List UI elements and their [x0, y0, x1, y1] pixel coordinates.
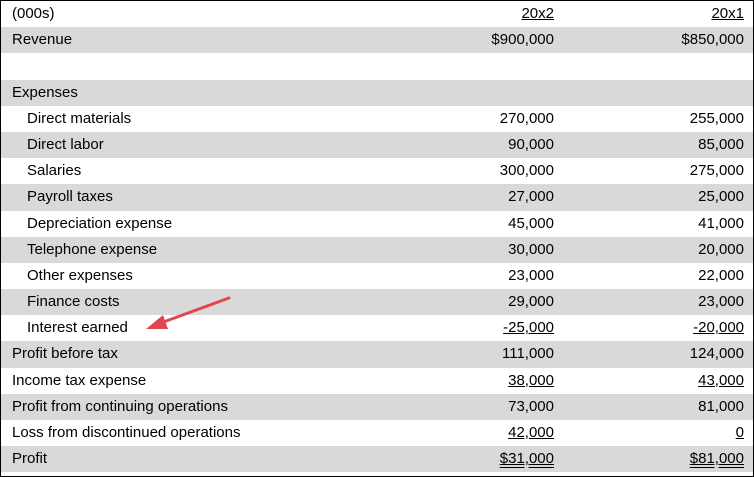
value-20x1: 41,000 — [698, 214, 744, 232]
value-20x2: 90,000 — [508, 135, 554, 153]
table-row: Finance costs 29,000 23,000 — [1, 289, 753, 316]
value-20x2: 30,000 — [508, 240, 554, 258]
table-row: Salaries 300,000 275,000 — [1, 158, 753, 184]
value-20x1: 25,000 — [698, 188, 744, 206]
value-20x1: 20,000 — [698, 240, 744, 258]
column-header-20x1: 20x1 — [711, 5, 744, 22]
value-20x2: 38,000 — [508, 371, 554, 389]
row-label: Expenses — [12, 83, 78, 101]
row-label: Profit from continuing operations — [12, 397, 228, 415]
column-header-20x2: 20x2 — [521, 5, 554, 22]
table-row: Loss from discontinued operations 42,000… — [1, 420, 753, 446]
value-20x2: -25,000 — [503, 319, 554, 337]
value-20x2: $31,000 — [499, 450, 554, 468]
row-label: Salaries — [27, 162, 82, 180]
value-20x2: 45,000 — [508, 214, 554, 232]
row-label: Profit — [12, 450, 48, 468]
value-20x1: 0 — [735, 424, 744, 441]
units-label: (000s) — [12, 5, 55, 22]
value-20x1: 255,000 — [689, 109, 744, 127]
row-label: Profit before tax — [12, 345, 118, 363]
table-row: Profit from continuing operations 73,000… — [1, 393, 753, 420]
table-row: Income tax expense 38,000 43,000 — [1, 368, 753, 394]
value-20x1: 43,000 — [698, 371, 744, 389]
table-row: Expenses — [1, 79, 753, 106]
table-row: Depreciation expense 45,000 41,000 — [1, 211, 753, 237]
value-20x1: 85,000 — [698, 135, 744, 153]
row-label: Direct materials — [27, 109, 132, 127]
row-label: Finance costs — [27, 293, 120, 311]
table-row: Other expenses 23,000 22,000 — [1, 263, 753, 289]
value-20x1: -20,000 — [693, 319, 744, 337]
table-row: Payroll taxes 27,000 25,000 — [1, 184, 753, 211]
value-20x2: 73,000 — [508, 397, 554, 415]
table-row: Profit before tax 111,000 124,000 — [1, 341, 753, 368]
row-label: Telephone expense — [27, 240, 158, 258]
value-20x2: 300,000 — [499, 162, 554, 180]
row-label: Payroll taxes — [27, 188, 113, 206]
row-label: Direct labor — [27, 135, 104, 153]
table-row: Direct labor 90,000 85,000 — [1, 131, 753, 159]
table-row: Revenue $900,000 $850,000 — [1, 27, 753, 54]
table-row: Profit $31,000 $81,000 — [1, 446, 753, 473]
value-20x2: 27,000 — [508, 188, 554, 206]
row-label: Income tax expense — [12, 371, 147, 389]
table-row: Direct materials 270,000 255,000 — [1, 106, 753, 132]
header-row: (000s) 20x2 20x1 — [1, 1, 753, 27]
row-label: Other expenses — [27, 266, 133, 284]
row-label: Loss from discontinued operations — [12, 424, 241, 441]
value-20x2: 23,000 — [508, 266, 554, 284]
value-20x2: 111,000 — [502, 345, 554, 363]
value-20x1: 81,000 — [698, 397, 744, 415]
value-20x1: 275,000 — [689, 162, 744, 180]
value-20x2: 29,000 — [508, 293, 554, 311]
table-row — [1, 53, 753, 79]
value-20x2: 42,000 — [508, 424, 554, 441]
value-20x1: $850,000 — [681, 31, 744, 49]
value-20x1: 22,000 — [698, 266, 744, 284]
value-20x1: $81,000 — [689, 450, 744, 468]
value-20x2: 270,000 — [499, 109, 554, 127]
value-20x1: 23,000 — [698, 293, 744, 311]
row-label: Depreciation expense — [27, 214, 173, 232]
table-row: Telephone expense 30,000 20,000 — [1, 236, 753, 263]
table-row: Interest earned -25,000 -20,000 — [1, 315, 753, 341]
value-20x2: $900,000 — [491, 31, 554, 49]
row-label: Revenue — [12, 31, 73, 49]
row-label: Interest earned — [27, 319, 128, 337]
value-20x1: 124,000 — [689, 345, 744, 363]
